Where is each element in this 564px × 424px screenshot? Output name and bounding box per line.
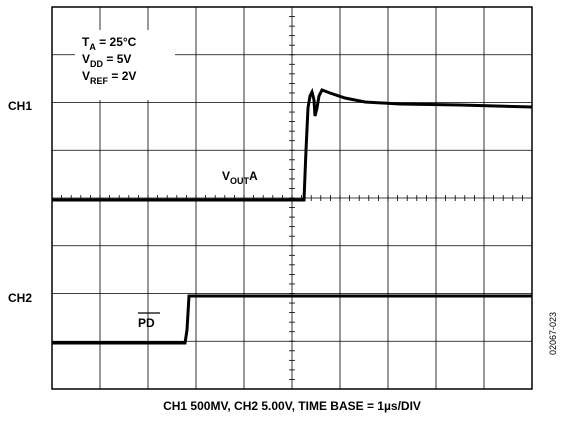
condition-value: = 2V xyxy=(108,69,136,83)
condition-value: = 25°C xyxy=(96,35,137,49)
ch1-trace xyxy=(52,87,533,202)
condition-subscript: A xyxy=(89,42,96,52)
caption: CH1 500MV, CH2 5.00V, TIME BASE = 1µs/DI… xyxy=(163,399,421,413)
ch2-trace xyxy=(52,294,532,345)
condition-symbol: T xyxy=(82,35,90,49)
figure-id: 02067-023 xyxy=(548,312,558,355)
condition-subscript: REF xyxy=(90,76,109,86)
ch1-label: CH1 xyxy=(8,99,32,113)
condition: TA = 25°C xyxy=(82,35,137,52)
condition-value: = 5V xyxy=(103,52,131,66)
condition-symbol: V xyxy=(82,69,90,83)
ch2-label: CH2 xyxy=(8,291,32,305)
legend-background xyxy=(75,30,175,100)
condition-subscript: DD xyxy=(90,59,103,69)
condition-symbol: V xyxy=(82,52,90,66)
condition: VDD = 5V xyxy=(82,52,131,69)
vout-label: VOUTA xyxy=(222,169,258,186)
pd-label: PD xyxy=(138,316,155,330)
frame xyxy=(51,6,533,390)
condition: VREF = 2V xyxy=(82,69,136,86)
